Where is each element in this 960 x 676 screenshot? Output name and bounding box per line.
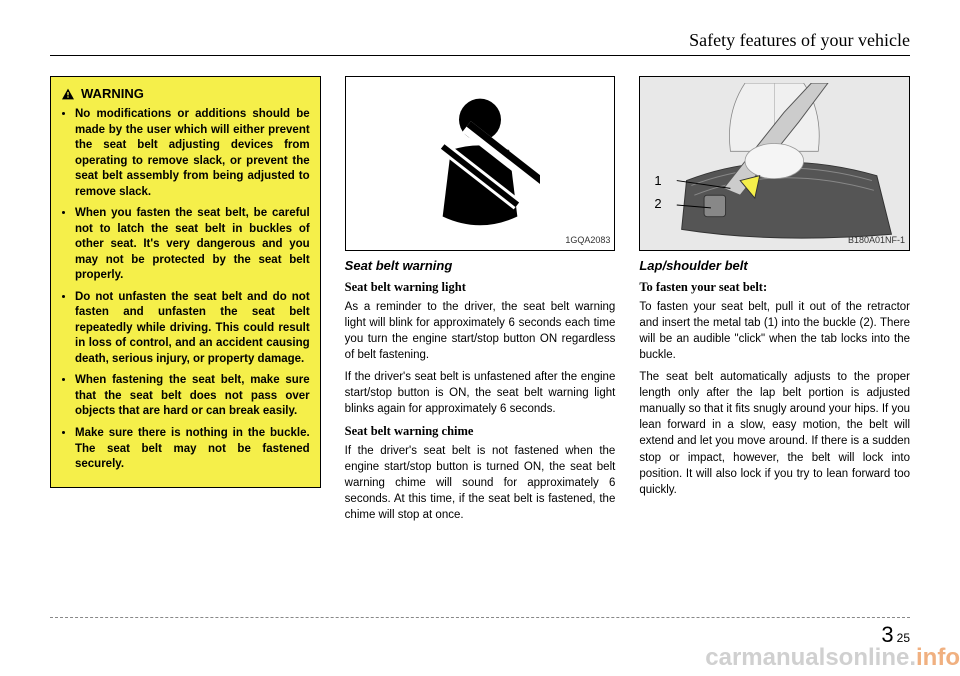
lap-belt-illustration xyxy=(640,77,909,250)
figure-code: B180A01NF-1 xyxy=(848,234,905,247)
sub-heading: Seat belt warning light xyxy=(345,279,616,297)
body-paragraph: As a reminder to the driver, the seat be… xyxy=(345,299,616,363)
column-3: 1 2 B180A01NF-1 Lap/shoulder belt To fas… xyxy=(639,76,910,529)
warning-item: Do not unfasten the seat belt and do not… xyxy=(75,290,310,368)
callout-label-1: 1 xyxy=(654,172,661,190)
callout-label-2: 2 xyxy=(654,195,661,213)
warning-header: WARNING xyxy=(61,85,310,103)
warning-item: No modifications or additions should be … xyxy=(75,107,310,200)
sub-heading: To fasten your seat belt: xyxy=(639,279,910,297)
warning-item: Make sure there is nothing in the buckle… xyxy=(75,426,310,473)
watermark-text-b: info xyxy=(916,644,960,671)
figure-seatbelt-warning-icon: 1GQA2083 xyxy=(345,76,616,251)
content-columns: WARNING No modifications or additions sh… xyxy=(50,76,910,529)
warning-triangle-icon xyxy=(61,88,75,100)
figure-code: 1GQA2083 xyxy=(565,234,610,247)
warning-item: When fastening the seat belt, make sure … xyxy=(75,373,310,420)
column-1: WARNING No modifications or additions sh… xyxy=(50,76,321,529)
warning-label: WARNING xyxy=(81,85,144,103)
watermark-text-a: carmanualsonline. xyxy=(705,644,916,671)
warning-box: WARNING No modifications or additions sh… xyxy=(50,76,321,488)
body-paragraph: If the driver's seat belt is unfastened … xyxy=(345,369,616,417)
column-2: 1GQA2083 Seat belt warning Seat belt war… xyxy=(345,76,616,529)
body-paragraph: The seat belt automatically adjusts to t… xyxy=(639,369,910,498)
page-number: 25 xyxy=(897,631,910,645)
page-header: Safety features of your vehicle xyxy=(50,30,910,56)
section-header-title: Safety features of your vehicle xyxy=(689,30,910,50)
section-title: Seat belt warning xyxy=(345,257,616,275)
sub-heading: Seat belt warning chime xyxy=(345,423,616,441)
body-paragraph: If the driver's seat belt is not fastene… xyxy=(345,443,616,523)
body-paragraph: To fasten your seat belt, pull it out of… xyxy=(639,299,910,363)
figure-lap-shoulder-belt: 1 2 B180A01NF-1 xyxy=(639,76,910,251)
warning-item: When you fasten the seat belt, be carefu… xyxy=(75,206,310,284)
section-title: Lap/shoulder belt xyxy=(639,257,910,275)
watermark: carmanualsonline.info xyxy=(705,644,960,672)
warning-list: No modifications or additions should be … xyxy=(61,107,310,472)
seatbelt-person-icon xyxy=(420,94,540,234)
